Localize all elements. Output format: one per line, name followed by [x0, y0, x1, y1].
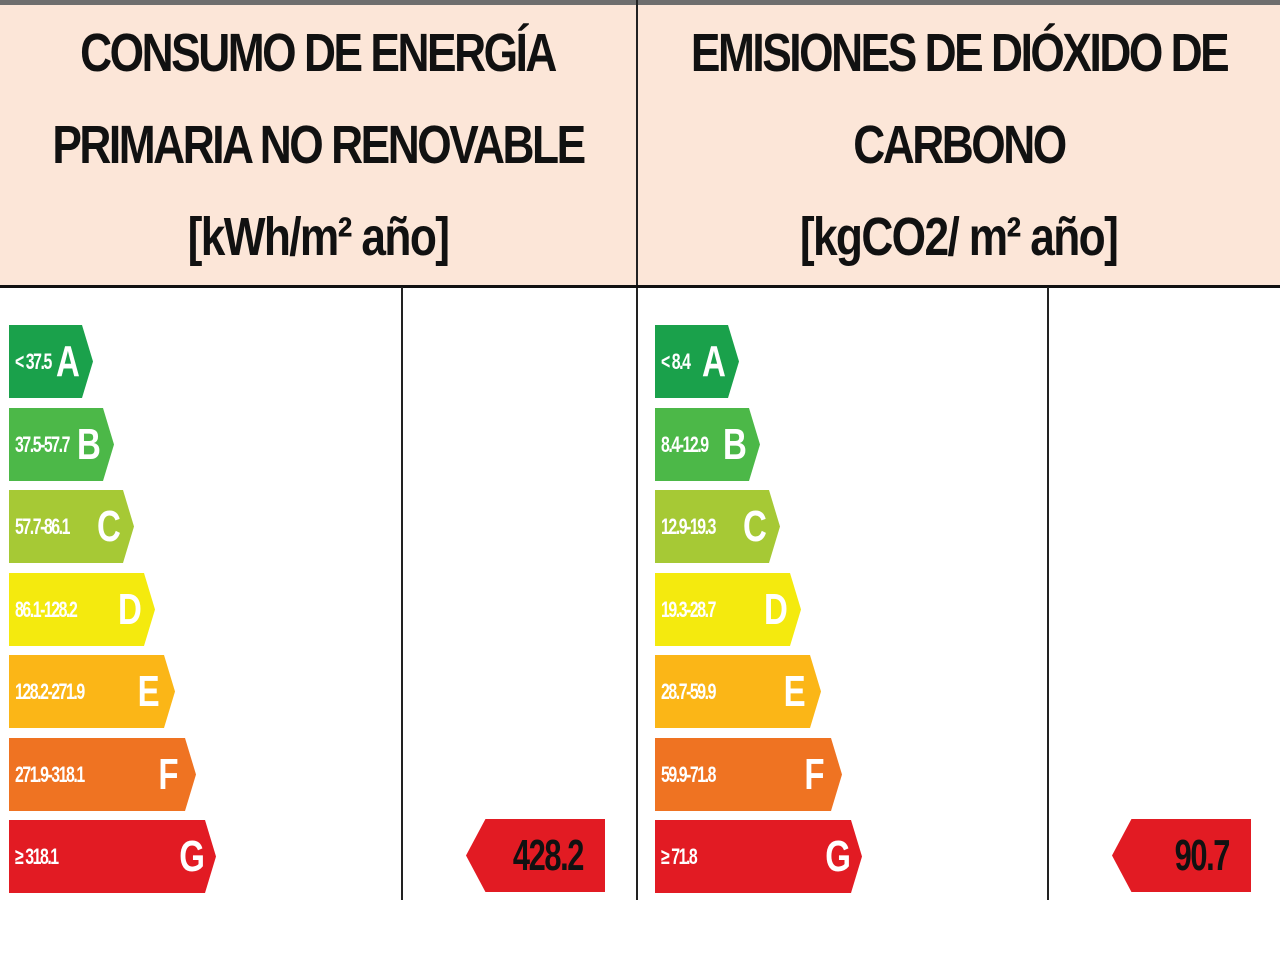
energy-title-line1: CONSUMO DE ENERGÍA	[80, 23, 558, 83]
center-divider	[636, 0, 638, 900]
energy-class-f-range: 271.9-318.1	[15, 762, 85, 787]
energy-class-b-letter: B	[76, 420, 101, 469]
energy-class-c-range: 57.7-86.1	[15, 514, 70, 539]
energy-title-line2: PRIMARIA NO RENOVABLE	[52, 115, 586, 175]
emissions-class-e-letter: E	[783, 667, 806, 716]
emissions-class-c-range: 12.9-19.3	[661, 514, 716, 539]
emissions-result-value: 90.7 G	[1174, 831, 1231, 953]
emissions-class-f-bar: 59.9-71.8 F	[655, 738, 842, 811]
emissions-class-a-bar: < 8.4 A	[655, 325, 739, 398]
energy-result-arrow: 428.2 G	[466, 819, 605, 892]
emissions-class-c-bar: 12.9-19.3 C	[655, 490, 780, 563]
energy-result-value: 428.2 G	[512, 831, 584, 953]
emissions-title-line1: EMISIONES DE DIÓXIDO DE	[690, 23, 1230, 83]
emissions-class-b-letter: B	[722, 420, 747, 469]
energy-class-g-letter: G	[179, 832, 205, 881]
emissions-class-g-letter: G	[825, 832, 851, 881]
energy-class-e-bar: 128.2-271.9 E	[9, 655, 175, 728]
energy-class-c-bar: 57.7-86.1 C	[9, 490, 134, 563]
emissions-class-a-letter: A	[701, 337, 726, 386]
emissions-result-arrow: 90.7 G	[1112, 819, 1251, 892]
emissions-class-g-bar: ≥ 71.8 G	[655, 820, 862, 893]
header-divider	[0, 285, 1280, 288]
emissions-class-d-range: 19.3-28.7	[661, 597, 716, 622]
energy-class-e-range: 128.2-271.9	[15, 679, 85, 704]
emissions-class-b-range: 8.4-12.9	[661, 432, 709, 457]
energy-class-f-letter: F	[158, 750, 179, 799]
energy-class-b-bar: 37.5-57.7 B	[9, 408, 114, 481]
emissions-class-a-range: < 8.4	[661, 349, 691, 374]
energy-class-g-bar: ≥ 318.1 G	[9, 820, 216, 893]
emissions-class-g-range: ≥ 71.8	[661, 844, 698, 869]
energy-class-b-range: 37.5-57.7	[15, 432, 70, 457]
emissions-column-divider	[1047, 287, 1049, 900]
top-border	[0, 0, 1280, 5]
emissions-class-d-bar: 19.3-28.7 D	[655, 573, 801, 646]
emissions-unit: [kgCO2/ m² año]	[800, 207, 1119, 267]
emissions-class-b-bar: 8.4-12.9 B	[655, 408, 760, 481]
energy-class-a-range: < 37.5	[15, 349, 52, 374]
emissions-title-line2: CARBONO	[853, 115, 1067, 175]
energy-class-d-letter: D	[117, 585, 142, 634]
energy-class-a-letter: A	[55, 337, 80, 386]
energy-class-a-bar: < 37.5 A	[9, 325, 93, 398]
emissions-class-f-range: 59.9-71.8	[661, 762, 716, 787]
energy-class-c-letter: C	[96, 502, 121, 551]
energy-unit: [kWh/m² año]	[187, 207, 450, 267]
energy-column-divider	[401, 287, 403, 900]
energy-class-d-range: 86.1-128.2	[15, 597, 78, 622]
energy-class-f-bar: 271.9-318.1 F	[9, 738, 196, 811]
energy-class-d-bar: 86.1-128.2 D	[9, 573, 155, 646]
energy-header: CONSUMO DE ENERGÍA PRIMARIA NO RENOVABLE…	[0, 5, 636, 285]
energy-class-g-range: ≥ 318.1	[15, 844, 59, 869]
emissions-class-d-letter: D	[763, 585, 788, 634]
energy-class-e-letter: E	[137, 667, 160, 716]
emissions-class-e-bar: 28.7-59.9 E	[655, 655, 821, 728]
emissions-class-c-letter: C	[742, 502, 767, 551]
emissions-header: EMISIONES DE DIÓXIDO DE CARBONO [kgCO2/ …	[638, 5, 1280, 285]
emissions-class-f-letter: F	[804, 750, 825, 799]
emissions-class-e-range: 28.7-59.9	[661, 679, 716, 704]
